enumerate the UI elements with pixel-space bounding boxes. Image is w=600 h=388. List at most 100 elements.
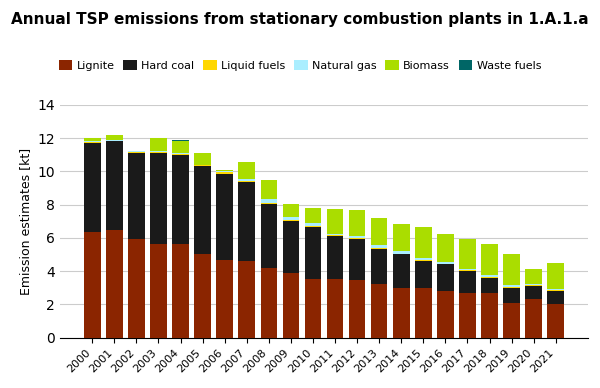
Bar <box>526 286 542 299</box>
Bar <box>172 244 189 338</box>
Bar <box>503 285 520 287</box>
Bar <box>305 226 321 227</box>
Bar <box>217 172 233 174</box>
Bar <box>437 262 454 263</box>
Bar <box>503 255 520 285</box>
Bar <box>217 170 233 171</box>
Bar <box>194 254 211 338</box>
Bar <box>217 171 233 172</box>
Bar <box>459 239 476 268</box>
Bar <box>172 154 189 155</box>
Bar <box>305 223 321 226</box>
Bar <box>547 289 564 290</box>
Bar <box>172 153 189 154</box>
Bar <box>393 255 410 288</box>
Bar <box>503 288 520 303</box>
Bar <box>393 251 410 254</box>
Bar <box>393 223 410 251</box>
Bar <box>305 227 321 279</box>
Bar <box>547 304 564 338</box>
Bar <box>305 208 321 223</box>
Bar <box>437 264 454 291</box>
Bar <box>415 227 431 258</box>
Bar <box>481 278 498 293</box>
Bar <box>503 303 520 338</box>
Bar <box>371 249 388 284</box>
Bar <box>327 209 343 234</box>
Bar <box>128 151 145 152</box>
Bar <box>547 263 564 289</box>
Bar <box>526 285 542 286</box>
Bar <box>172 155 189 244</box>
Bar <box>238 162 255 179</box>
Bar <box>393 254 410 255</box>
Bar <box>283 204 299 217</box>
Bar <box>260 268 277 338</box>
Bar <box>217 260 233 338</box>
Bar <box>150 138 167 151</box>
Bar <box>84 138 101 141</box>
Bar <box>481 244 498 275</box>
Bar <box>260 199 277 203</box>
Y-axis label: Emission estimates [kt]: Emission estimates [kt] <box>19 147 32 295</box>
Bar <box>503 287 520 288</box>
Bar <box>349 210 365 236</box>
Bar <box>415 258 431 260</box>
Bar <box>194 165 211 166</box>
Bar <box>371 248 388 249</box>
Bar <box>217 174 233 260</box>
Bar <box>106 141 122 230</box>
Bar <box>283 273 299 338</box>
Bar <box>349 238 365 239</box>
Bar <box>349 239 365 280</box>
Bar <box>481 293 498 338</box>
Bar <box>238 261 255 338</box>
Bar <box>327 279 343 338</box>
Bar <box>194 166 211 254</box>
Bar <box>349 280 365 338</box>
Bar <box>260 203 277 204</box>
Bar <box>459 293 476 338</box>
Bar <box>459 271 476 293</box>
Bar <box>128 239 145 338</box>
Bar <box>393 288 410 338</box>
Bar <box>327 235 343 236</box>
Bar <box>371 284 388 338</box>
Bar <box>481 277 498 278</box>
Bar <box>84 141 101 142</box>
Bar <box>106 230 122 338</box>
Bar <box>415 260 431 261</box>
Bar <box>150 244 167 338</box>
Bar <box>283 221 299 273</box>
Bar <box>84 143 101 232</box>
Bar <box>526 269 542 284</box>
Bar <box>349 236 365 238</box>
Bar <box>150 153 167 244</box>
Bar <box>481 275 498 277</box>
Bar <box>415 261 431 288</box>
Legend: Lignite, Hard coal, Liquid fuels, Natural gas, Biomass, Waste fuels: Lignite, Hard coal, Liquid fuels, Natura… <box>55 56 545 75</box>
Bar <box>150 152 167 153</box>
Bar <box>547 291 564 304</box>
Bar <box>150 151 167 152</box>
Bar <box>437 291 454 338</box>
Bar <box>238 181 255 182</box>
Bar <box>84 142 101 143</box>
Bar <box>238 179 255 181</box>
Bar <box>194 153 211 165</box>
Bar <box>371 218 388 245</box>
Bar <box>84 232 101 338</box>
Bar <box>260 204 277 268</box>
Bar <box>327 236 343 279</box>
Text: Annual TSP emissions from stationary combustion plants in 1.A.1.a: Annual TSP emissions from stationary com… <box>11 12 589 27</box>
Bar <box>283 217 299 220</box>
Bar <box>305 279 321 338</box>
Bar <box>459 268 476 270</box>
Bar <box>526 284 542 285</box>
Bar <box>128 153 145 239</box>
Bar <box>106 140 122 141</box>
Bar <box>172 140 189 141</box>
Bar <box>371 245 388 248</box>
Bar <box>459 270 476 271</box>
Bar <box>437 263 454 264</box>
